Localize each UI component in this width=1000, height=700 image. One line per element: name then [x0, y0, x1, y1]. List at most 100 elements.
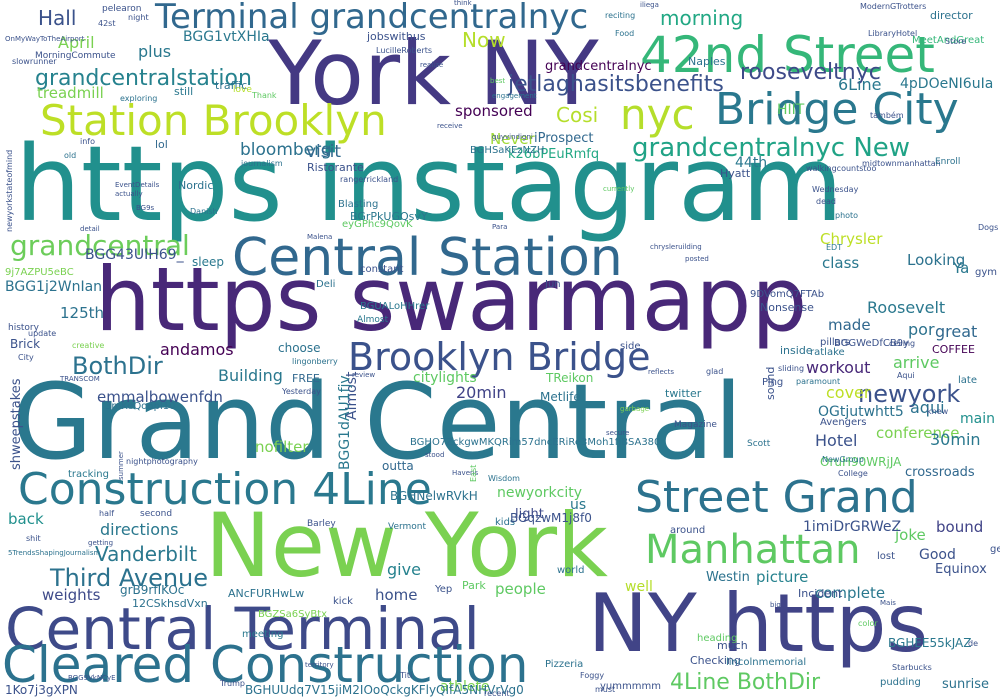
- word: well: [625, 579, 653, 595]
- word: Wisdom: [488, 474, 520, 483]
- word: April: [58, 33, 95, 52]
- word: BothDir: [72, 352, 163, 380]
- word: glad: [706, 367, 724, 376]
- word: Park: [462, 579, 486, 592]
- word: traffic: [215, 79, 248, 92]
- word: creative: [72, 341, 105, 350]
- word: Yesterday: [282, 387, 321, 396]
- word: sponsored: [455, 102, 533, 120]
- word: must: [595, 685, 616, 694]
- word: Hall: [38, 6, 77, 30]
- word: exploring: [120, 94, 158, 103]
- word: BGHO7ZckgwMKQRim57dncERiRe3Moh1fJBSA380: [410, 437, 661, 448]
- word: Bridge City: [715, 84, 959, 135]
- word: Roosevelt: [867, 298, 946, 317]
- word: k26bPEuRmfq: [508, 147, 600, 162]
- word: main: [960, 411, 995, 427]
- word: kick: [333, 596, 353, 607]
- word: kids: [495, 517, 516, 528]
- word: meeting: [242, 629, 284, 640]
- word: Incident: [798, 587, 843, 600]
- word: TRANSCOM: [60, 375, 100, 383]
- word: newyork: [858, 380, 961, 408]
- word: NewGroup: [822, 455, 864, 464]
- word: reciting: [605, 11, 636, 20]
- word: inside: [780, 344, 813, 357]
- word: garbage: [620, 405, 650, 413]
- word: Enroll: [935, 157, 961, 167]
- word: morning: [660, 6, 744, 30]
- word: College: [838, 469, 868, 478]
- word: Terminal grandcentralnyc: [155, 0, 589, 37]
- word: Store: [945, 37, 967, 46]
- word: MorningCommute: [35, 51, 116, 61]
- word: Blasting: [338, 199, 379, 210]
- word: director: [930, 9, 973, 22]
- word: slowrunner: [12, 57, 57, 66]
- word: ModernGTrotters: [860, 2, 927, 11]
- word: 12CSkhsdVxn: [132, 597, 208, 610]
- word: OGtjutwhtt5: [818, 404, 904, 420]
- word: BGHNelwRVkH: [390, 489, 478, 503]
- word: lingonberry: [292, 357, 338, 366]
- word: directions: [100, 520, 179, 539]
- word: nightphotography: [126, 457, 198, 466]
- word: City: [18, 353, 34, 362]
- word: HIIT: [777, 102, 805, 118]
- word: BGG9VkNCyE: [68, 674, 116, 682]
- word: BGqzwM1j8f0: [510, 511, 592, 525]
- word: conference: [876, 424, 960, 442]
- word: half: [99, 509, 115, 518]
- word: ceiling: [889, 339, 916, 348]
- word: BGHUUdq7V15jiM2IOoQckgKFlyQIfA5NHVrVg0: [245, 683, 524, 697]
- word: cover: [826, 383, 871, 402]
- word: iliega: [640, 1, 659, 9]
- word: 44th: [735, 155, 768, 171]
- word: class: [822, 254, 860, 272]
- word: pudding: [880, 677, 921, 688]
- word: Chrysler: [820, 230, 883, 248]
- word: much: [717, 639, 748, 652]
- word: iProspect: [534, 131, 594, 146]
- word: sunrise: [942, 677, 989, 692]
- word: Cleared Construction: [2, 636, 529, 694]
- word: EDT: [826, 243, 843, 252]
- word: Hotel: [815, 431, 858, 450]
- word: aqui: [910, 398, 945, 417]
- word: BGHEE55kJAZ: [888, 636, 972, 650]
- word: BGrPkUGQsvY: [350, 210, 428, 223]
- word: Vermont: [388, 522, 427, 532]
- word: Jun: [545, 279, 561, 290]
- word: info: [80, 137, 96, 146]
- word: Danish: [190, 207, 218, 216]
- word: BGGWeDfCB9y: [834, 338, 909, 349]
- word: nyc: [620, 90, 695, 139]
- word: https instagram: [15, 123, 844, 245]
- word: OnMyWayToTheAirport: [5, 35, 85, 43]
- word: Foggy: [580, 671, 605, 680]
- word: Westin: [706, 570, 750, 585]
- word: TReikon: [546, 371, 594, 385]
- word: emmalbowenfdn: [97, 388, 223, 406]
- word: https swarmapp: [95, 248, 808, 351]
- word: Yep: [435, 584, 453, 595]
- word: Titi: [400, 671, 413, 680]
- word: BGG43UIH69_: [85, 247, 184, 263]
- word: choose: [278, 341, 321, 355]
- word: lol: [155, 138, 168, 151]
- word: stood: [425, 451, 445, 459]
- word: late: [958, 375, 977, 386]
- word: home: [375, 586, 418, 604]
- word: por: [908, 320, 935, 339]
- word: big: [770, 601, 781, 609]
- word: best: [490, 77, 506, 85]
- word: currently: [603, 185, 635, 193]
- word: actually: [115, 190, 143, 198]
- word: still: [174, 85, 194, 98]
- word: LibraryHotel: [868, 29, 918, 38]
- word: journalism: [241, 159, 283, 168]
- word: BGG1j2WnIan: [5, 279, 103, 295]
- word: Good: [919, 547, 956, 563]
- word: New York: [205, 494, 608, 597]
- word: posted: [685, 255, 709, 263]
